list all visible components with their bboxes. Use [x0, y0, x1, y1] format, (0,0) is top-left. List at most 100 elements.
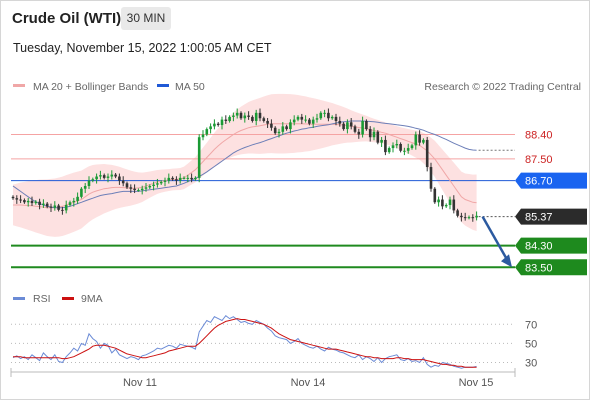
- candle: [45, 201, 49, 209]
- candle: [467, 215, 471, 220]
- candle-body: [247, 115, 250, 117]
- candle: [178, 173, 182, 184]
- candle-body: [11, 196, 15, 199]
- candle: [64, 200, 68, 214]
- candle: [38, 198, 41, 210]
- candle-body: [387, 148, 391, 153]
- candles: [11, 108, 478, 222]
- candle: [433, 187, 437, 204]
- candle-body: [349, 122, 353, 127]
- candle: [30, 196, 34, 207]
- x-tick-label: Nov 11: [123, 377, 157, 389]
- candle-body: [224, 119, 228, 121]
- candle: [152, 181, 155, 191]
- rsi-tick-label: 30: [525, 357, 537, 369]
- candle-body: [285, 126, 288, 130]
- candle: [49, 203, 53, 213]
- rsi-tick-label: 50: [525, 338, 537, 350]
- candle: [334, 113, 338, 126]
- candle: [140, 185, 144, 195]
- candle: [346, 119, 349, 134]
- candle-body: [220, 119, 224, 126]
- candle: [80, 187, 83, 199]
- rsi-legend-label: RSI: [33, 293, 51, 305]
- pivot-tag-text: 86.70: [525, 176, 553, 188]
- resistance-label-2: 87.50: [525, 154, 553, 166]
- candle-body: [38, 201, 41, 205]
- candle: [296, 115, 300, 122]
- candle-body: [23, 200, 26, 203]
- candle-body: [175, 179, 178, 181]
- candle-body: [422, 139, 425, 143]
- candle-body: [110, 174, 114, 177]
- candle-body: [277, 131, 281, 134]
- candle: [156, 178, 159, 188]
- candle: [266, 117, 269, 129]
- candle: [425, 136, 429, 172]
- candle: [209, 123, 212, 134]
- candle-body: [156, 183, 159, 185]
- current-price-tag-text: 85.37: [525, 212, 553, 224]
- candle: [289, 119, 292, 134]
- ma20-line: [13, 123, 477, 209]
- candle-body: [15, 198, 19, 200]
- resistance-label-1: 88.40: [525, 130, 553, 142]
- candle-body: [34, 201, 38, 204]
- candle-body: [372, 131, 376, 138]
- candle-body: [395, 144, 399, 146]
- support-tag-1-text: 84.30: [525, 241, 553, 253]
- candle-body: [315, 118, 319, 120]
- candle: [471, 214, 475, 222]
- candle: [403, 147, 406, 156]
- candle: [239, 111, 243, 120]
- candle-body: [308, 119, 311, 124]
- candle-body: [209, 126, 212, 130]
- candle: [91, 177, 95, 183]
- candle: [99, 170, 102, 180]
- candle-body: [152, 184, 155, 186]
- candle-body: [171, 177, 174, 180]
- candle: [448, 196, 452, 210]
- candle: [23, 198, 26, 204]
- candle: [277, 128, 281, 138]
- pivot-tag: 86.70: [515, 172, 587, 189]
- candle-body: [129, 187, 133, 189]
- x-tick-label: Nov 15: [459, 377, 494, 389]
- ma50-legend-label: MA 50: [175, 81, 205, 93]
- candle-body: [201, 134, 205, 138]
- timeframe-badge[interactable]: 30 MIN: [121, 7, 171, 30]
- candle-body: [346, 122, 349, 130]
- candle: [220, 116, 224, 130]
- candle: [304, 115, 307, 123]
- candle-body: [182, 177, 186, 179]
- candle-body: [53, 205, 57, 208]
- candle: [315, 113, 319, 123]
- candle-body: [433, 188, 437, 203]
- candle: [441, 195, 444, 210]
- candle-body: [235, 112, 239, 116]
- candle-body: [133, 188, 136, 191]
- candle: [11, 195, 15, 200]
- current-price-tag-bg: [515, 208, 587, 225]
- candle-body: [167, 177, 171, 181]
- candle: [205, 127, 209, 137]
- candle: [129, 184, 133, 194]
- candle: [232, 112, 235, 122]
- candle: [475, 211, 478, 221]
- candle: [34, 200, 38, 205]
- candle: [53, 201, 57, 211]
- candle: [254, 109, 258, 126]
- candle-body: [262, 118, 266, 121]
- candle: [342, 122, 345, 131]
- price-levels: [11, 134, 515, 269]
- candle: [365, 119, 368, 131]
- candle: [395, 139, 399, 149]
- candle: [125, 181, 129, 189]
- candle: [224, 115, 228, 124]
- rsi-tick-label: 70: [525, 319, 537, 331]
- candle-body: [239, 112, 243, 119]
- candle-body: [311, 119, 315, 124]
- candle: [460, 212, 463, 222]
- candle-body: [243, 115, 247, 119]
- timestamp: Tuesday, November 15, 2022 1:00:05 AM CE…: [13, 41, 272, 55]
